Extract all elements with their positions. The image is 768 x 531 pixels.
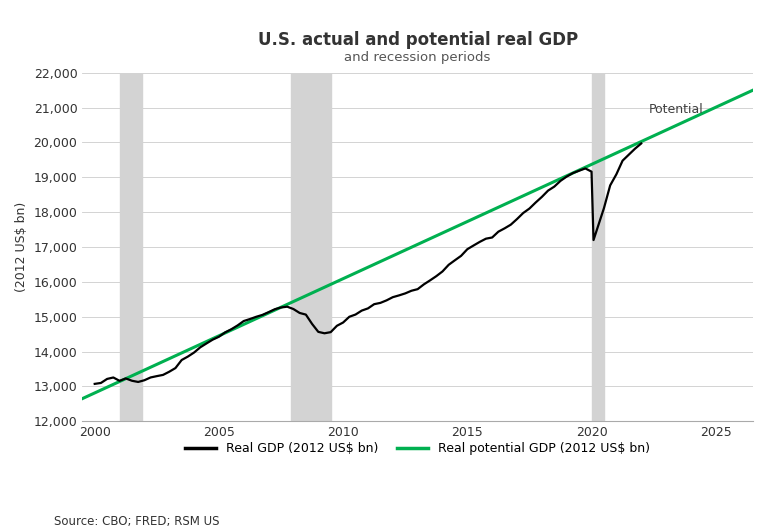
Bar [591,73,604,421]
Text: Source: CBO; FRED; RSM US: Source: CBO; FRED; RSM US [54,516,219,528]
Bar [120,73,142,421]
Text: Potential: Potential [649,103,703,116]
Legend: Real GDP (2012 US$ bn), Real potential GDP (2012 US$ bn): Real GDP (2012 US$ bn), Real potential G… [180,438,655,460]
Y-axis label: (2012 US$ bn): (2012 US$ bn) [15,202,28,292]
Title: U.S. actual and potential real GDP: U.S. actual and potential real GDP [257,31,578,49]
Text: and recession periods: and recession periods [345,51,491,64]
Bar [291,73,331,421]
